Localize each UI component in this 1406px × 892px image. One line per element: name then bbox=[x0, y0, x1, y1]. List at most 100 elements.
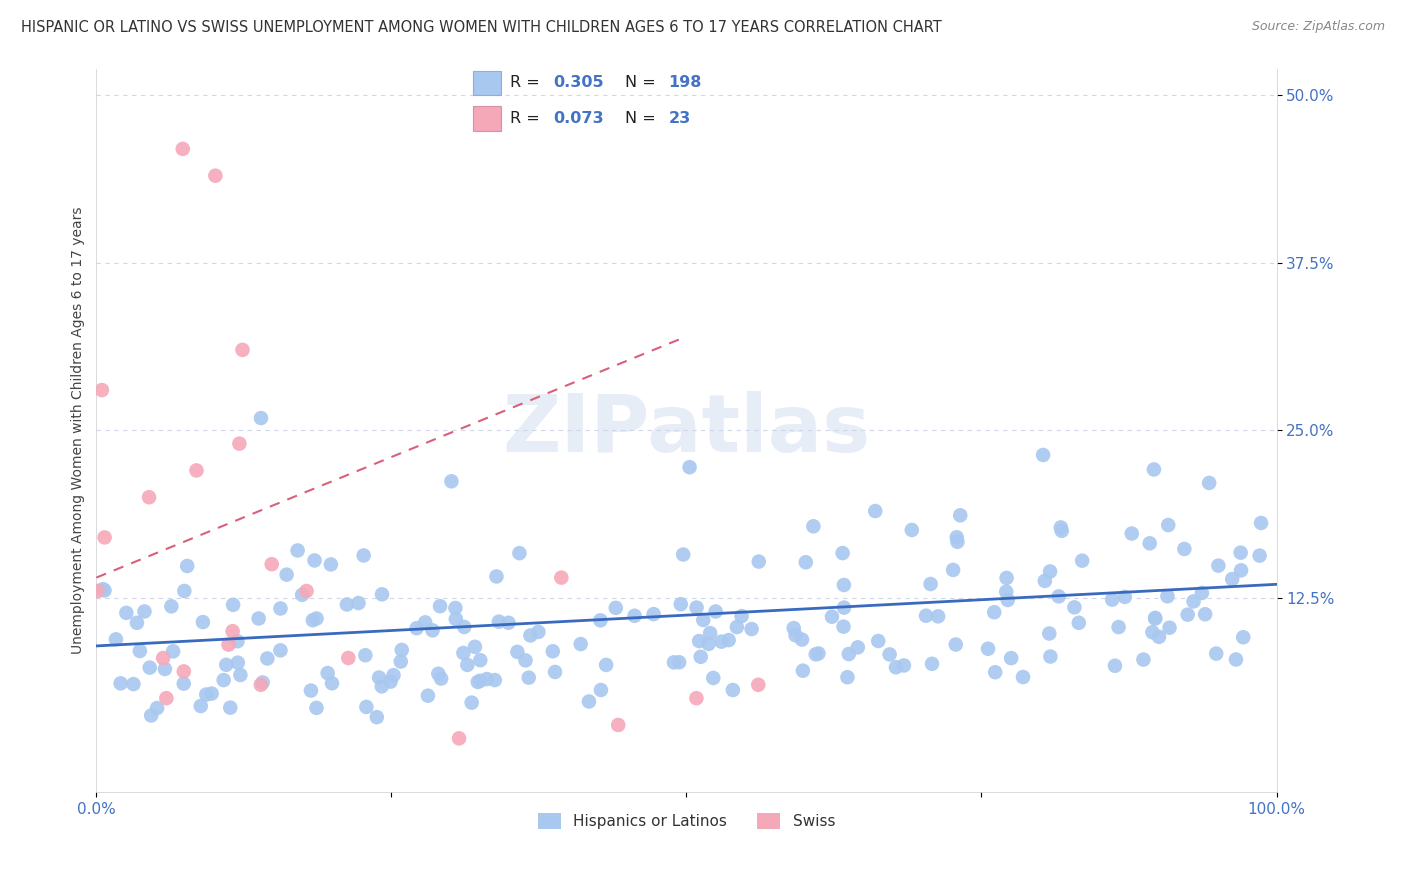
Point bbox=[391, 643, 413, 657]
Point bbox=[1198, 475, 1220, 490]
Point bbox=[162, 644, 184, 658]
Point bbox=[247, 611, 270, 625]
Point bbox=[1144, 611, 1167, 625]
Point bbox=[93, 530, 115, 544]
Point bbox=[201, 687, 224, 701]
Point bbox=[228, 436, 250, 450]
Point bbox=[900, 523, 922, 537]
Point bbox=[725, 620, 748, 634]
Point bbox=[447, 731, 470, 746]
Point bbox=[295, 584, 318, 599]
Point bbox=[427, 666, 450, 681]
Point bbox=[1205, 647, 1227, 661]
Point bbox=[160, 599, 183, 614]
Point bbox=[128, 644, 150, 658]
Point bbox=[138, 490, 160, 504]
Point bbox=[104, 632, 127, 647]
Point bbox=[218, 638, 240, 652]
Point bbox=[1249, 549, 1271, 563]
Point bbox=[1142, 625, 1164, 640]
Point bbox=[1033, 574, 1056, 588]
Point bbox=[807, 647, 830, 661]
Point bbox=[440, 475, 463, 489]
Point bbox=[983, 605, 1005, 619]
Point bbox=[915, 608, 938, 623]
Point bbox=[464, 640, 486, 654]
Point bbox=[1049, 520, 1071, 534]
Point bbox=[1191, 586, 1213, 600]
Point bbox=[741, 622, 763, 636]
Point bbox=[93, 583, 115, 598]
Point bbox=[276, 567, 298, 582]
Point bbox=[186, 463, 208, 477]
Point bbox=[416, 689, 439, 703]
Point bbox=[190, 699, 212, 714]
Point bbox=[305, 611, 328, 625]
Point bbox=[444, 601, 467, 615]
Point bbox=[115, 606, 138, 620]
Point bbox=[498, 615, 520, 630]
Point bbox=[1132, 652, 1154, 666]
Point bbox=[832, 600, 855, 615]
Point bbox=[1039, 649, 1062, 664]
Point bbox=[949, 508, 972, 523]
Point bbox=[134, 604, 156, 618]
Point bbox=[321, 676, 343, 690]
Point bbox=[623, 608, 645, 623]
Point bbox=[371, 587, 394, 601]
Point bbox=[172, 142, 194, 156]
Point bbox=[1108, 620, 1130, 634]
Point bbox=[204, 169, 226, 183]
Point bbox=[371, 679, 394, 693]
Point bbox=[685, 600, 707, 615]
Point bbox=[122, 677, 145, 691]
Point bbox=[1032, 448, 1054, 462]
Point bbox=[832, 620, 855, 634]
Point bbox=[946, 534, 969, 549]
Point bbox=[356, 700, 378, 714]
Point bbox=[195, 688, 218, 702]
Point bbox=[460, 696, 482, 710]
Y-axis label: Unemployment Among Women with Children Ages 6 to 17 years: Unemployment Among Women with Children A… bbox=[72, 206, 86, 654]
Point bbox=[176, 558, 198, 573]
Point bbox=[1208, 558, 1230, 573]
Point bbox=[319, 558, 342, 572]
Point bbox=[927, 609, 949, 624]
Point bbox=[508, 546, 530, 560]
Point bbox=[1104, 658, 1126, 673]
Point bbox=[152, 651, 174, 665]
Point bbox=[699, 626, 721, 640]
Point bbox=[995, 584, 1018, 599]
Point bbox=[721, 683, 744, 698]
Point bbox=[337, 651, 360, 665]
Point bbox=[1039, 565, 1062, 579]
Point bbox=[191, 615, 214, 629]
Point bbox=[336, 598, 359, 612]
Point bbox=[485, 569, 508, 583]
Point bbox=[893, 658, 915, 673]
Point bbox=[470, 653, 492, 667]
Point bbox=[453, 620, 475, 634]
Point bbox=[717, 633, 740, 648]
Point bbox=[226, 656, 249, 670]
Point bbox=[785, 628, 807, 642]
Text: Source: ZipAtlas.com: Source: ZipAtlas.com bbox=[1251, 20, 1385, 33]
Point bbox=[868, 634, 890, 648]
Point bbox=[1156, 589, 1178, 603]
Point bbox=[1067, 615, 1090, 630]
Point bbox=[155, 691, 177, 706]
Point bbox=[173, 665, 195, 679]
Point bbox=[138, 660, 160, 674]
Point bbox=[662, 656, 685, 670]
Point bbox=[221, 624, 243, 639]
Point bbox=[287, 543, 309, 558]
Point bbox=[1121, 526, 1143, 541]
Point bbox=[475, 672, 498, 686]
Point bbox=[689, 649, 711, 664]
Text: N =: N = bbox=[626, 76, 661, 90]
Point bbox=[110, 676, 132, 690]
Point bbox=[1143, 462, 1166, 476]
Point bbox=[668, 655, 690, 669]
Point bbox=[252, 675, 274, 690]
FancyBboxPatch shape bbox=[472, 70, 502, 95]
